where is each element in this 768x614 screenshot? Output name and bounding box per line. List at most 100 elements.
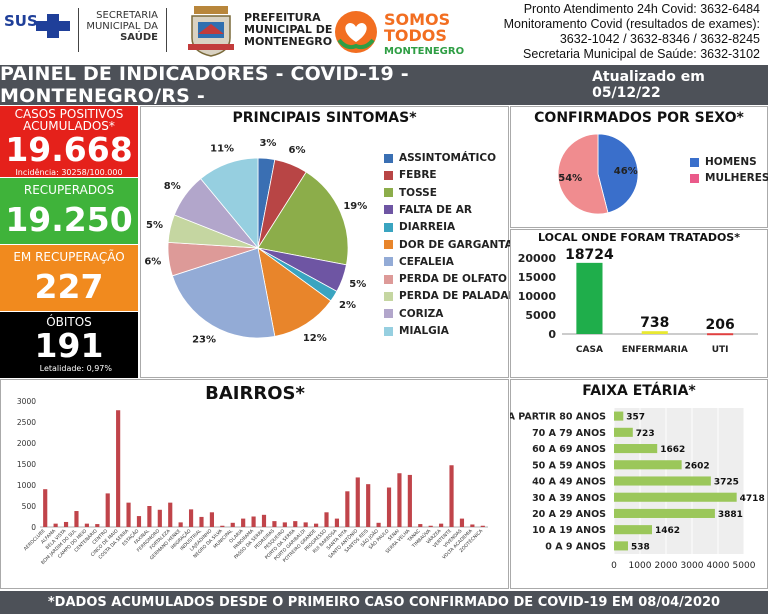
header-divider xyxy=(78,8,79,52)
sintomas-slice-label: 3% xyxy=(259,138,276,149)
bairros-bar xyxy=(105,493,110,527)
bairros-bar xyxy=(188,509,194,527)
local-bar-chart: 0 5000 10000 15000 20000 18724 CASA 738 ENFERMAR… xyxy=(518,247,758,355)
contact-line: Pronto Atendimento 24h Covid: 3632-6484 xyxy=(523,2,760,16)
local-value-label: 738 xyxy=(640,315,669,331)
sintomas-legend-swatch xyxy=(384,291,393,301)
local-title: LOCAL ONDE FORAM TRATADOS* xyxy=(537,231,740,244)
bairros-bar xyxy=(261,514,267,527)
somos-line-3: MONTENEGRO xyxy=(384,46,465,57)
sintomas-legend-label: FALTA DE AR xyxy=(399,203,472,216)
sintomas-legend-label: PERDA DE PALADAR xyxy=(399,290,517,303)
sexo-slice-label: 54% xyxy=(558,173,582,184)
bairros-bar xyxy=(282,522,287,527)
faixa-x-tick: 1000 xyxy=(629,561,652,571)
faixa-value-label: 2602 xyxy=(685,461,710,471)
sintomas-legend-swatch xyxy=(384,326,393,336)
local-y-tick: 5000 xyxy=(525,309,556,322)
sexo-legend-swatch xyxy=(690,157,699,167)
kpi-label: ÓBITOS xyxy=(46,315,92,329)
local-y-tick: 10000 xyxy=(518,290,557,303)
sintomas-legend-label: CEFALEIA xyxy=(399,255,454,268)
local-bar xyxy=(707,333,734,336)
sintomas-legend-item: ASSINTOMÁTICO xyxy=(384,152,496,164)
bairros-bar xyxy=(366,484,371,527)
sexo-slice xyxy=(557,133,609,215)
faixa-value-label: 4718 xyxy=(740,494,765,504)
faixa-category-label: 30 A 39 ANOS xyxy=(532,493,606,504)
bairros-y-tick: 3000 xyxy=(17,397,36,406)
faixa-bar xyxy=(614,541,628,551)
header: SUS SECRETARIA MUNICIPAL DA SAÚDE PREFEI… xyxy=(0,0,768,64)
bairros-bar xyxy=(178,522,183,527)
sintomas-legend-swatch xyxy=(384,274,393,284)
sintomas-legend-item: TOSSE xyxy=(384,187,437,199)
faixa-bar xyxy=(614,411,624,421)
sintomas-slice-label: 5% xyxy=(146,220,163,231)
sexo-legend-label: HOMENS xyxy=(705,156,757,168)
sintomas-slice xyxy=(257,247,332,337)
faixa-value-label: 723 xyxy=(636,429,655,439)
sintomas-legend-swatch xyxy=(384,240,393,249)
bairros-bar xyxy=(168,502,173,527)
bairros-bar xyxy=(314,523,319,527)
bairros-bar xyxy=(74,511,79,527)
bairros-bar xyxy=(126,502,131,527)
sintomas-legend-item: PERDA DE OLFATO xyxy=(384,273,507,285)
sintomas-legend-swatch xyxy=(384,170,393,180)
local-y-tick: 15000 xyxy=(518,271,557,284)
bairros-bar xyxy=(116,410,121,527)
sintomas-slice xyxy=(171,247,276,339)
bairros-bar xyxy=(397,473,402,527)
local-category-label: ENFERMARIA xyxy=(622,345,688,355)
faixa-x-tick: 4000 xyxy=(707,561,730,571)
faixa-value-label: 1662 xyxy=(660,445,685,455)
faixa-value-label: 3725 xyxy=(714,478,739,488)
bairros-bar xyxy=(376,522,381,527)
local-y-tick: 0 xyxy=(548,328,556,341)
bairros-bar xyxy=(95,524,100,527)
faixa-category-label: 50 A 59 ANOS xyxy=(532,460,606,471)
faixa-bar xyxy=(614,427,633,437)
sintomas-slice-label: 2% xyxy=(339,300,356,311)
faixa-x-tick: 2000 xyxy=(655,561,678,571)
kpi-value: 191 xyxy=(34,326,104,365)
bairros-bar xyxy=(407,474,412,527)
sintomas-legend-label: PERDA DE OLFATO xyxy=(399,273,507,286)
page-title: PAINEL DE INDICADORES - COVID-19 - MONTE… xyxy=(0,63,409,107)
sintomas-legend-item: MIALGIA xyxy=(384,325,449,337)
faixa-bar xyxy=(614,508,715,518)
bairros-bar xyxy=(251,516,256,527)
sexo-pie-chart: 46% 54% xyxy=(557,133,639,215)
bairros-y-tick: 1500 xyxy=(17,460,36,469)
sintomas-slice-label: 5% xyxy=(349,279,366,290)
bairros-bar xyxy=(293,521,298,527)
kpi-label: EM RECUPERAÇÃO xyxy=(13,250,125,264)
bairros-bar xyxy=(480,525,485,527)
somos-todos-logo: SOMOS TODOS MONTENEGRO xyxy=(384,12,464,60)
faixa-category-label: 40 A 49 ANOS xyxy=(532,477,606,488)
faixa-category-label: 0 A 9 ANOS xyxy=(545,541,606,552)
kpi-label: RECUPERADOS xyxy=(23,183,115,197)
bairros-y-tick: 1000 xyxy=(17,481,36,490)
sexo-slice xyxy=(597,133,639,214)
contact-info: Pronto Atendimento 24h Covid: 3632-6484 … xyxy=(504,2,760,62)
sintomas-legend-item: CEFALEIA xyxy=(384,256,454,268)
sintomas-legend-swatch xyxy=(384,309,393,319)
update-date: Atualizado em 05/12/22 xyxy=(592,69,705,101)
local-value-label: 18724 xyxy=(565,247,614,263)
bairros-bar xyxy=(43,489,48,527)
sintomas-legend-label: TOSSE xyxy=(399,186,437,199)
contact-line: Monitoramento Covid (resultados de exame… xyxy=(503,17,760,31)
kpi-value: 19.668 xyxy=(5,130,133,169)
bairros-bar xyxy=(157,509,162,527)
local-category-label: UTI xyxy=(712,345,729,355)
municipal-crest-icon xyxy=(188,6,234,57)
local-panel xyxy=(510,229,768,378)
sintomas-slice xyxy=(257,171,349,266)
sintomas-title: PRINCIPAIS SINTOMAS* xyxy=(232,110,417,126)
somos-line-1: SOMOS xyxy=(384,10,451,29)
faixa-bar-chart: 0 1000 2000 3000 4000 5000 357 A PARTIR 80 ANOS… xyxy=(510,408,765,571)
kpi-positivos: CASOS POSITIVOS ACUMULADOS* 19.668 Incid… xyxy=(0,106,138,186)
bairros-bar xyxy=(272,521,277,527)
